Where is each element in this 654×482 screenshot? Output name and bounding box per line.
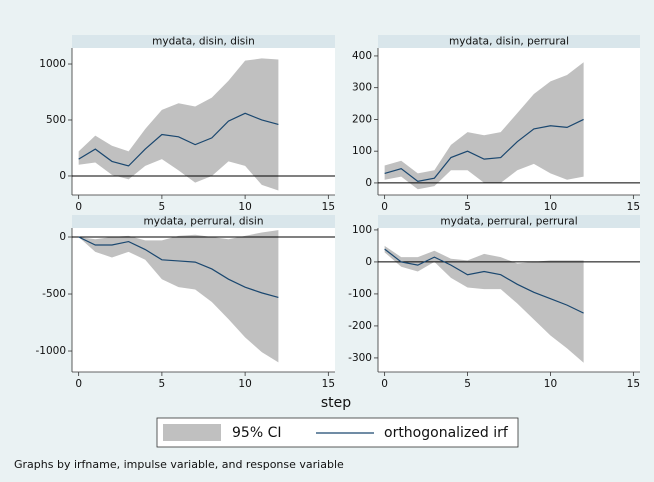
panel-title: mydata, disin, perrural bbox=[449, 36, 569, 48]
y-tick-label: 500 bbox=[46, 114, 66, 126]
irf-line bbox=[78, 112, 279, 167]
y-tick-label: -1000 bbox=[35, 345, 66, 357]
y-tick-label: -300 bbox=[348, 352, 372, 364]
x-tick-label: 5 bbox=[159, 378, 166, 390]
y-tick-label: -500 bbox=[42, 288, 66, 300]
ci-band bbox=[384, 62, 584, 190]
x-tick-label: 5 bbox=[464, 201, 471, 213]
x-tick-label: 10 bbox=[544, 201, 557, 213]
title-strip bbox=[72, 35, 335, 48]
y-tick-label: 100 bbox=[352, 224, 372, 236]
y-tick-label: 0 bbox=[59, 231, 66, 243]
x-tick-label: 0 bbox=[75, 378, 82, 390]
y-tick-label: 300 bbox=[352, 82, 372, 94]
x-tick-label: 0 bbox=[381, 378, 388, 390]
y-tick-label: 0 bbox=[59, 170, 66, 182]
irf-line bbox=[384, 118, 584, 182]
y-tick-label: 200 bbox=[352, 113, 372, 125]
x-tick-label: 15 bbox=[322, 201, 335, 213]
ci-band bbox=[384, 245, 584, 363]
x-tick-label: 15 bbox=[322, 378, 335, 390]
x-tick-label: 10 bbox=[238, 378, 251, 390]
x-tick-label: 5 bbox=[464, 378, 471, 390]
x-tick-label: 5 bbox=[159, 201, 166, 213]
panel-title: mydata, disin, disin bbox=[152, 36, 255, 48]
ci-band bbox=[78, 230, 279, 363]
panel-title: mydata, perrural, disin bbox=[144, 216, 264, 228]
legend-label: orthogonalized irf bbox=[384, 425, 509, 441]
ci-band bbox=[78, 58, 279, 191]
panel-title: mydata, perrural, perrural bbox=[440, 216, 577, 228]
legend-swatch bbox=[163, 424, 221, 441]
y-tick-label: 100 bbox=[352, 145, 372, 157]
x-tick-label: 10 bbox=[238, 201, 251, 213]
y-tick-label: -100 bbox=[348, 288, 372, 300]
y-tick-label: 400 bbox=[352, 50, 372, 62]
y-tick-label: 0 bbox=[365, 177, 372, 189]
legend-label: 95% CI bbox=[232, 425, 281, 441]
x-tick-label: 0 bbox=[75, 201, 82, 213]
plot-area bbox=[378, 228, 640, 372]
title-strip bbox=[378, 35, 640, 48]
x-tick-label: 15 bbox=[627, 201, 640, 213]
irf-line bbox=[78, 236, 279, 299]
y-tick-label: 1000 bbox=[39, 58, 66, 70]
y-tick-label: -200 bbox=[348, 320, 372, 332]
x-axis-title: step bbox=[321, 395, 351, 411]
note: Graphs by irfname, impulse variable, and… bbox=[14, 458, 344, 471]
title-strip bbox=[378, 215, 640, 228]
title-strip bbox=[72, 215, 335, 228]
x-tick-label: 0 bbox=[381, 201, 388, 213]
x-tick-label: 15 bbox=[627, 378, 640, 390]
irf-line bbox=[384, 248, 584, 314]
x-tick-label: 10 bbox=[544, 378, 557, 390]
y-tick-label: 0 bbox=[365, 256, 372, 268]
